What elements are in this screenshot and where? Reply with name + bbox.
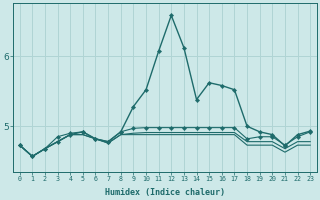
X-axis label: Humidex (Indice chaleur): Humidex (Indice chaleur)	[105, 188, 225, 197]
